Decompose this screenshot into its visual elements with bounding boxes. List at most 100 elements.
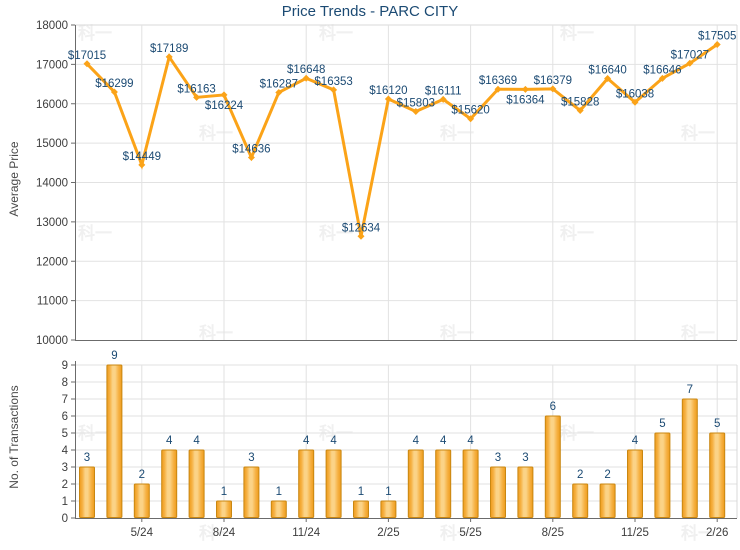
bar-value-label: 2 <box>577 469 583 481</box>
watermark-text: 科一 <box>78 223 112 243</box>
price-point-label: $17027 <box>671 49 709 61</box>
y-tick-label-transactions: 1 <box>62 496 68 508</box>
price-point-label: $16120 <box>369 85 407 97</box>
watermark-text: 科一 <box>199 523 233 543</box>
price-point-marker <box>412 108 420 116</box>
price-point-label: $16163 <box>177 83 215 95</box>
transaction-bar <box>544 415 561 518</box>
watermark-text: 科一 <box>78 23 112 43</box>
bar-value-label: 4 <box>330 435 337 447</box>
price-point-label: $16648 <box>287 64 325 76</box>
transaction-bar <box>709 432 726 518</box>
price-point-marker <box>439 95 447 103</box>
y-tick-label-price: 10000 <box>36 335 68 347</box>
price-point-marker <box>330 86 338 94</box>
y-tick-label-transactions: 7 <box>62 394 68 406</box>
bar-value-label: 3 <box>84 452 90 464</box>
transaction-bar <box>654 432 671 518</box>
price-point-label: $16038 <box>616 88 654 100</box>
price-point-marker <box>713 40 721 48</box>
y-tick-label-price: 16000 <box>36 99 68 111</box>
transaction-bar <box>216 500 232 518</box>
watermark-text: 科一 <box>440 123 474 143</box>
price-point-label: $16287 <box>260 78 298 90</box>
watermark-text: 科一 <box>681 523 715 543</box>
watermark-text: 科一 <box>560 23 594 43</box>
price-point-label: $17189 <box>150 43 188 55</box>
watermark-text: 科一 <box>440 523 474 543</box>
price-point-label: $16364 <box>506 94 545 106</box>
price-point-marker <box>576 107 584 115</box>
watermark-text: 科一 <box>681 323 715 343</box>
y-tick-label-transactions: 0 <box>62 513 68 525</box>
price-point-label: $16299 <box>95 78 133 90</box>
bar-value-label: 5 <box>714 418 720 430</box>
price-line <box>85 43 719 237</box>
price-point-marker <box>302 74 310 82</box>
price-point-label: $15803 <box>397 98 435 110</box>
price-point-marker <box>357 232 365 240</box>
price-point-label: $16353 <box>314 76 352 88</box>
bar-value-label: 2 <box>604 469 610 481</box>
transaction-bar <box>133 483 150 518</box>
transaction-bar <box>572 483 589 518</box>
y-tick-label-transactions: 3 <box>62 462 68 474</box>
watermark-text: 科一 <box>560 223 594 243</box>
bar-value-label: 3 <box>495 452 501 464</box>
transaction-bar <box>325 449 342 518</box>
transaction-bar <box>407 449 424 518</box>
bar-value-label: 4 <box>440 435 447 447</box>
y-tick-label-price: 13000 <box>36 217 68 229</box>
price-point-marker <box>521 85 529 93</box>
x-tick-label: 8/25 <box>542 527 564 539</box>
y-tick-label-transactions: 8 <box>62 377 68 389</box>
bar-value-label: 4 <box>413 435 420 447</box>
bar-value-label: 4 <box>193 435 200 447</box>
price-point-label: $17505 <box>698 30 736 42</box>
price-point-marker <box>631 98 639 106</box>
price-point-marker <box>658 74 666 82</box>
watermark-text: 科一 <box>199 123 233 143</box>
x-tick-label: 5/24 <box>131 527 154 539</box>
y-tick-label-transactions: 4 <box>62 445 69 457</box>
x-tick-label: 5/25 <box>459 527 481 539</box>
transaction-bar <box>106 364 123 518</box>
y-tick-label-price: 18000 <box>36 20 68 32</box>
bar-value-label: 4 <box>632 435 639 447</box>
x-tick-label: 2/26 <box>706 527 728 539</box>
transaction-bar <box>599 483 616 518</box>
bar-value-label: 2 <box>139 469 145 481</box>
bar-value-label: 3 <box>522 452 528 464</box>
price-point-marker <box>83 60 91 68</box>
price-point-marker <box>604 75 612 83</box>
price-point-label: $16640 <box>588 65 626 77</box>
price-point-label: $15828 <box>561 97 599 109</box>
bar-value-label: 1 <box>221 486 227 498</box>
x-tick-label: 2/25 <box>377 527 399 539</box>
price-point-label: $16111 <box>425 85 462 97</box>
transaction-bar <box>517 466 534 518</box>
x-tick-label: 11/25 <box>621 527 649 539</box>
y-tick-label-transactions: 5 <box>62 428 68 440</box>
bar-value-label: 4 <box>166 435 173 447</box>
price-point-label: $12634 <box>342 222 381 234</box>
y-axis-title-average-price: Average Price <box>7 141 21 217</box>
bar-value-label: 4 <box>303 435 310 447</box>
bar-value-label: 1 <box>385 486 391 498</box>
y-tick-label-price: 15000 <box>36 138 68 150</box>
transaction-bar <box>353 500 369 518</box>
price-point-marker <box>138 161 146 169</box>
bar-value-label: 1 <box>358 486 364 498</box>
bar-value-label: 1 <box>276 486 282 498</box>
transaction-bar <box>188 449 205 518</box>
price-point-marker <box>220 91 228 99</box>
price-point-label: $15620 <box>451 105 489 117</box>
y-tick-label-price: 14000 <box>36 178 68 190</box>
transaction-bar <box>627 449 643 518</box>
price-point-marker <box>467 115 475 123</box>
price-point-marker <box>494 85 502 93</box>
transaction-bar <box>79 466 95 518</box>
price-point-label: $16379 <box>534 75 572 87</box>
